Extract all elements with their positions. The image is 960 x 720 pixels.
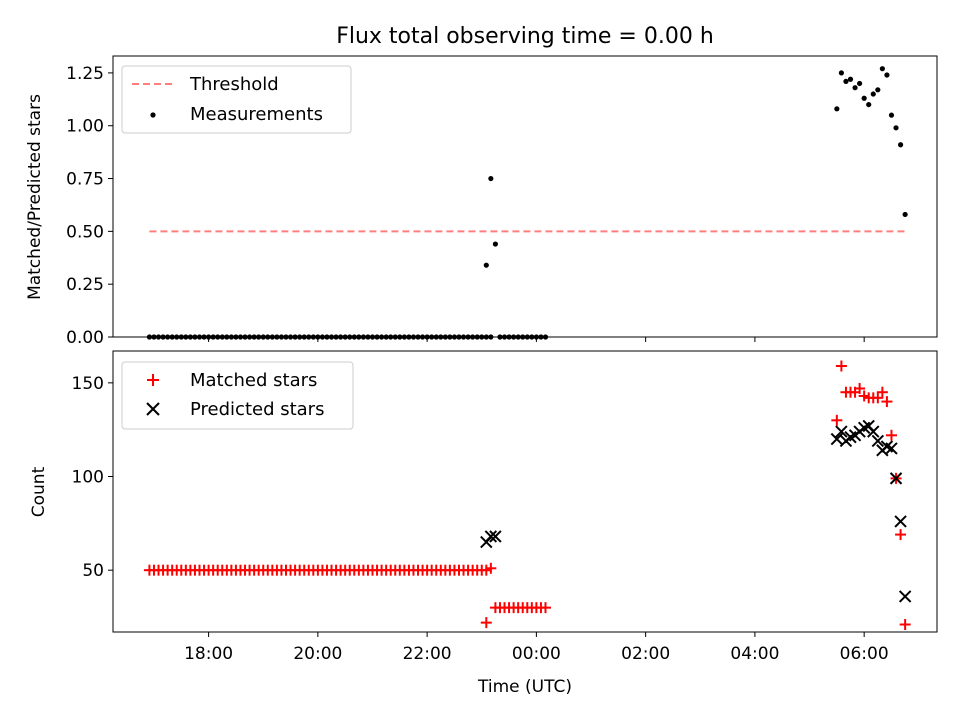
matched-star-point (885, 429, 897, 441)
top-axes-frame (112, 55, 938, 338)
top-y-ticks: 0.00 0.25 0.50 0.75 1.00 1.25 (66, 64, 113, 348)
bottom-legend-box (121, 361, 354, 430)
measurement-point (847, 76, 854, 82)
legend-measurements-label: Measurements (190, 104, 323, 125)
measurement-point (843, 78, 849, 84)
measurement-point (483, 262, 489, 268)
matched-star-point (539, 602, 551, 614)
matched-star-point (831, 414, 843, 426)
measurement-point (897, 142, 904, 148)
x-axis-label: Time (UTC) (477, 677, 572, 697)
matched-star-point (835, 360, 847, 372)
predicted-star-point (835, 425, 848, 438)
legend-predicted-label: Predicted stars (190, 399, 324, 420)
measurement-point (488, 175, 494, 182)
measurement-point (834, 106, 840, 112)
bottom-y-axis-label: Count (29, 466, 49, 517)
bottom-plot-area (143, 360, 912, 631)
bottom-xtick-label: 22:00 (403, 644, 452, 664)
legend-predicted-swatch (146, 402, 160, 416)
predicted-star-point (871, 434, 885, 448)
predicted-star-point (489, 530, 502, 543)
measurement-point (866, 101, 872, 108)
measurement-point (857, 80, 863, 87)
matched-star-point (899, 619, 911, 631)
measurement-point (875, 87, 881, 93)
matched-star-point (480, 617, 492, 629)
legend-threshold-label: Threshold (189, 74, 279, 95)
matched-star-point (872, 392, 884, 404)
bottom-xtick-label: 02:00 (621, 644, 670, 664)
top-ytick-label: 0.00 (66, 328, 104, 348)
measurement-point (861, 95, 867, 101)
bottom-xtick-label: 06:00 (840, 644, 889, 664)
bottom-xtick-label: 00:00 (512, 644, 561, 664)
measurement-point (893, 125, 899, 131)
predicted-star-point (867, 425, 880, 438)
top-ytick-label: 0.50 (66, 222, 104, 242)
bottom-y-ticks: 50 100 150 (72, 374, 113, 581)
matched-star-point (854, 382, 866, 394)
top-ytick-label: 0.25 (66, 275, 104, 295)
predicted-star-point (894, 515, 907, 528)
top-ytick-label: 1.25 (66, 64, 104, 84)
measurement-point (888, 112, 895, 118)
measurement-point (838, 70, 844, 76)
top-ytick-label: 0.75 (66, 170, 104, 190)
bottom-ytick-label: 100 (72, 468, 104, 488)
measurement-point (884, 72, 890, 78)
bottom-xtick-label: 20:00 (293, 644, 342, 664)
bottom-ytick-label: 150 (72, 374, 104, 394)
top-legend-box (121, 65, 352, 134)
measurement-point (902, 211, 908, 218)
measurement-point (492, 241, 499, 247)
matched-star-point (876, 386, 888, 398)
legend-matched-swatch (147, 374, 159, 386)
measurement-point (879, 66, 885, 72)
bottom-axes-frame (112, 350, 938, 633)
matched-star-point (485, 562, 497, 574)
legend-measurements-swatch (150, 112, 156, 118)
top-y-axis-label: Matched/Predicted stars (25, 94, 45, 300)
top-legend: Threshold Measurements (121, 65, 352, 134)
predicted-star-point (484, 530, 498, 543)
predicted-star-point (898, 590, 912, 603)
matched-star-point (881, 396, 893, 408)
bottom-legend: Matched stars Predicted stars (121, 361, 354, 430)
bottom-ytick-label: 50 (82, 561, 104, 581)
bottom-xtick-label: 18:00 (184, 644, 233, 664)
matched-star-point (895, 529, 907, 541)
chart-title: Flux total observing time = 0.00 h (336, 24, 714, 49)
bottom-x-ticks: 18:00 20:00 22:00 00:00 02:00 04:00 06:00 (184, 632, 889, 664)
predicted-star-point (889, 472, 903, 485)
measurement-point (870, 91, 876, 97)
top-ytick-label: 1.00 (66, 117, 104, 137)
measurement-point (852, 85, 858, 91)
predicted-star-point (885, 442, 898, 455)
legend-matched-label: Matched stars (190, 370, 317, 391)
top-x-ticks (208, 337, 865, 342)
bottom-xtick-label: 04:00 (730, 644, 779, 664)
